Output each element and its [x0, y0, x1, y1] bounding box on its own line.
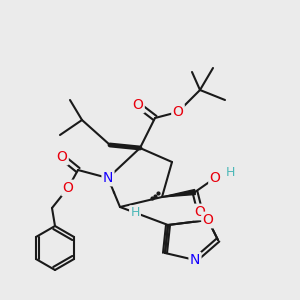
Text: O: O: [57, 150, 68, 164]
Text: O: O: [202, 213, 213, 227]
Text: N: N: [190, 253, 200, 267]
Text: O: O: [133, 98, 143, 112]
Text: H: H: [225, 166, 235, 178]
Text: O: O: [210, 171, 220, 185]
Polygon shape: [162, 190, 195, 197]
Text: O: O: [172, 105, 183, 119]
Text: O: O: [195, 205, 206, 219]
Text: N: N: [103, 171, 113, 185]
Text: H: H: [130, 206, 140, 220]
Text: O: O: [63, 181, 74, 195]
